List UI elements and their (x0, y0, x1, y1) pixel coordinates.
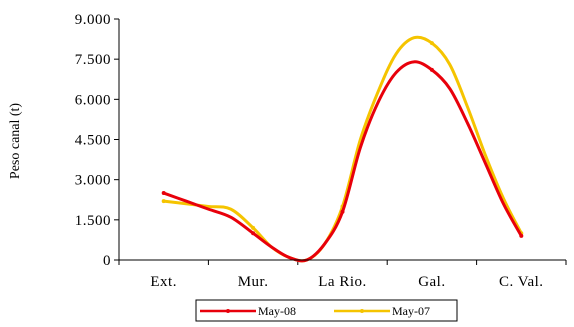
data-point-may-07 (161, 199, 166, 204)
y-tick-label: 1.500 (75, 213, 111, 229)
series-line-may-08 (162, 60, 523, 263)
y-tick-label: 6.000 (75, 92, 111, 108)
legend-marker-may-08 (226, 309, 230, 313)
x-category-label: Ext. (150, 274, 177, 290)
y-tick-label: 0 (103, 253, 111, 269)
legend-label-may-07: May-07 (392, 304, 430, 318)
x-category-label: C. Val. (499, 274, 543, 290)
series-layer (161, 35, 524, 263)
y-axis-ticks: 0 1.500 3.000 4.500 6.000 7.500 9.000 (75, 12, 119, 269)
legend-label-may-08: May-08 (258, 304, 296, 318)
x-category-label: Mur. (238, 274, 269, 290)
y-tick-label: 4.500 (75, 133, 111, 149)
legend-box (195, 299, 458, 322)
x-axis-ticks: Ext. Mur. La Rio. Gal. C. Val. (118, 260, 567, 290)
x-category-label: La Rio. (318, 274, 367, 290)
data-point-may-08 (340, 209, 345, 214)
y-tick-label: 7.500 (75, 52, 111, 68)
legend-marker-may-07 (360, 309, 364, 313)
data-point-may-08 (251, 231, 256, 236)
data-point-may-08 (161, 191, 166, 196)
legend: May-08 May-07 (195, 299, 458, 322)
data-point-may-07 (251, 225, 256, 230)
y-axis-title: Peso canal (t) (8, 103, 23, 180)
x-category-label: Gal. (418, 274, 445, 290)
y-tick-label: 9.000 (75, 12, 111, 28)
series-line-may-07 (162, 35, 523, 263)
y-tick-label: 3.000 (75, 173, 111, 189)
data-point-may-08 (519, 233, 524, 238)
data-point-may-07 (429, 41, 434, 46)
data-point-may-08 (429, 67, 434, 72)
